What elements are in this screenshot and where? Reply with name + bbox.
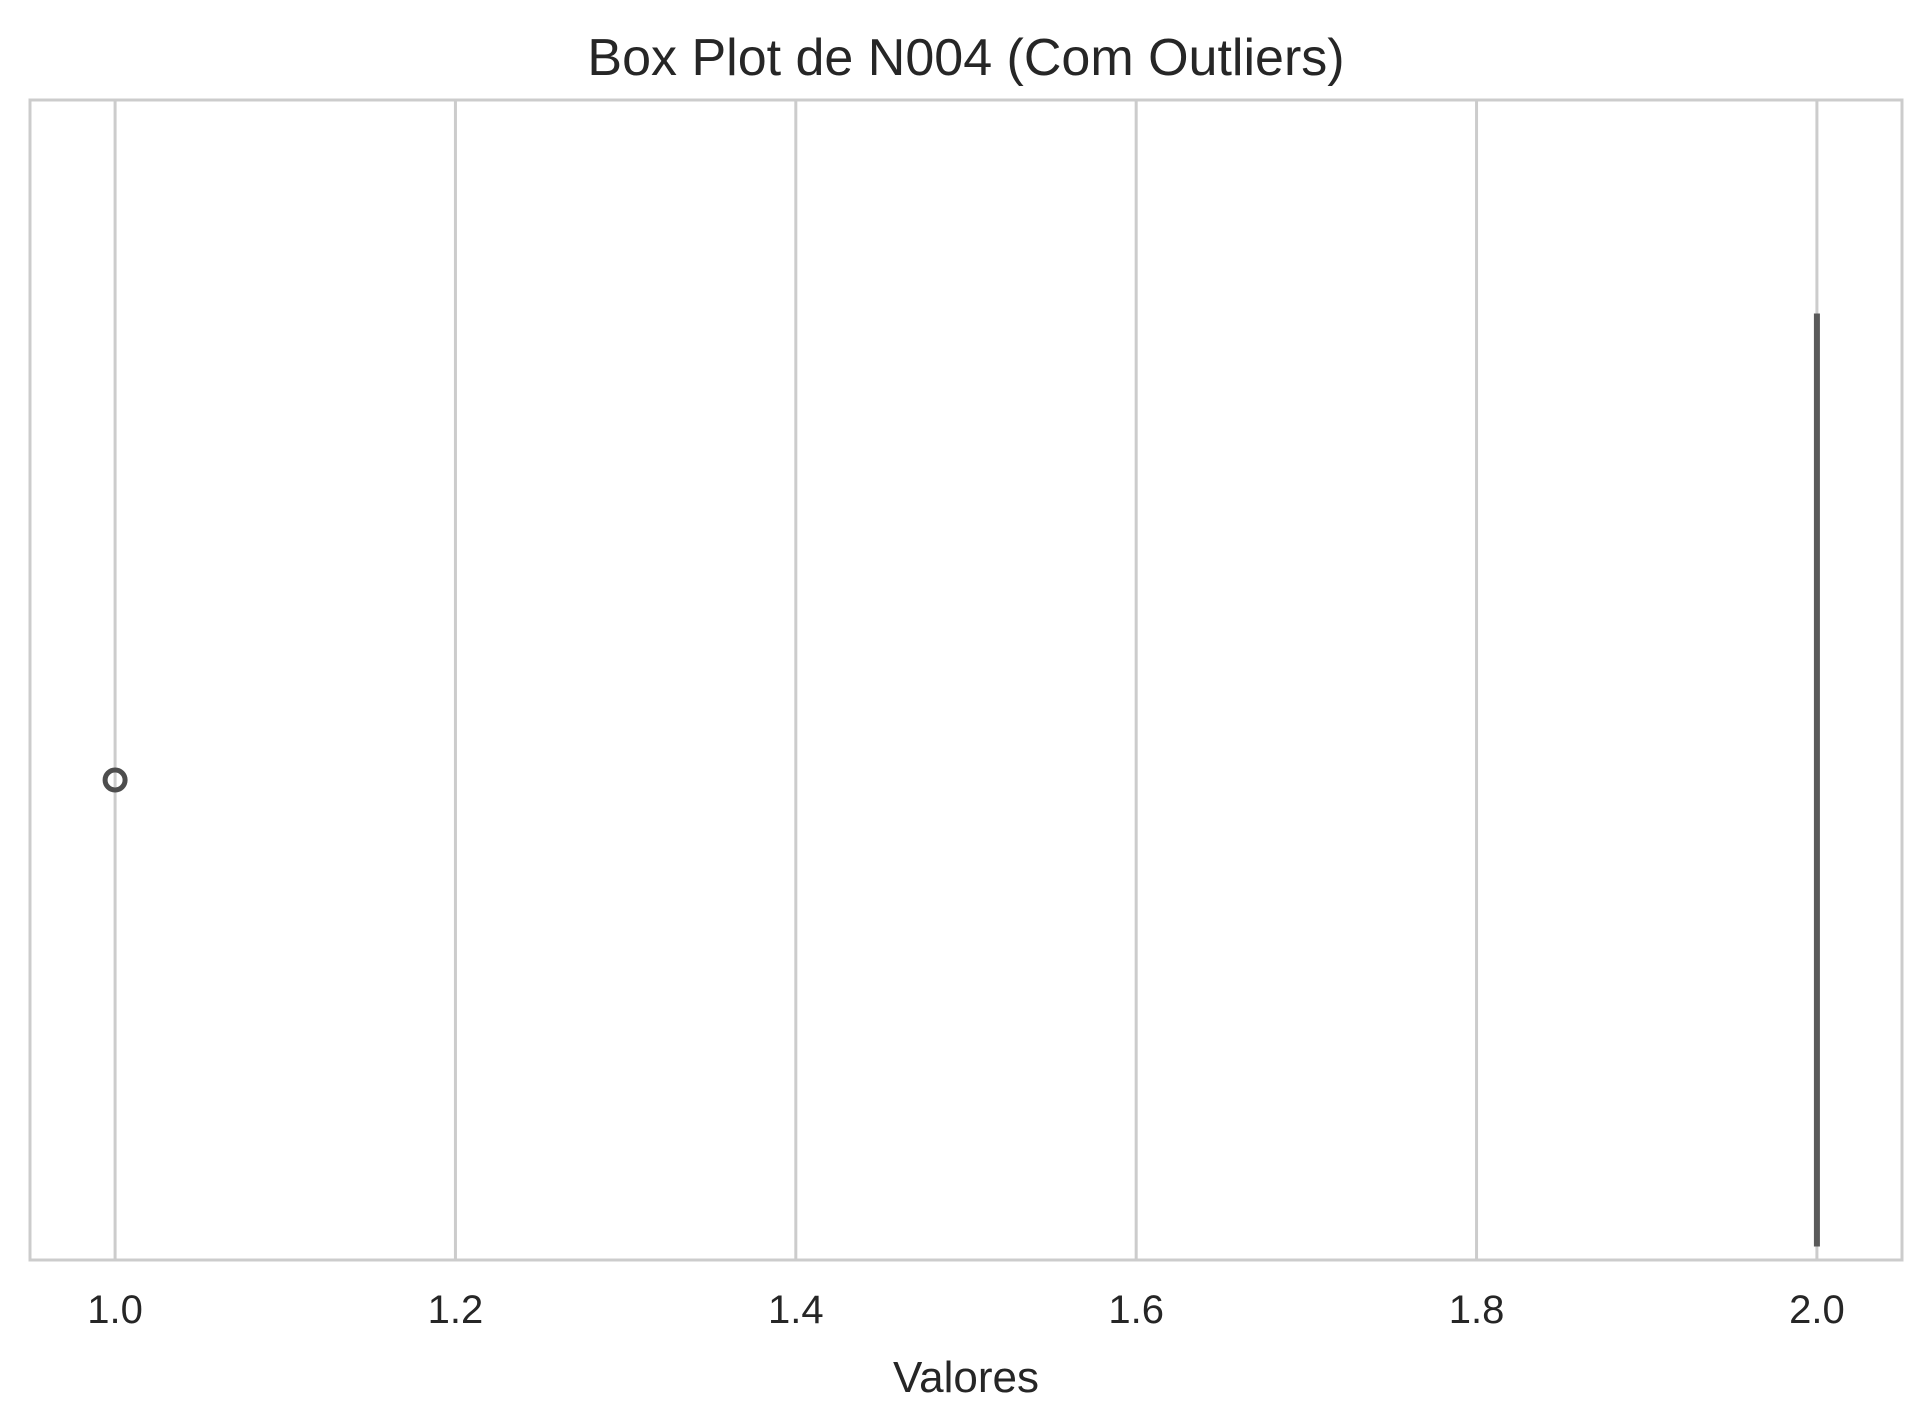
grid-lines — [113, 100, 1819, 1260]
box-layer — [102, 313, 1820, 1247]
x-axis-label: Valores — [893, 1353, 1039, 1402]
outlier-point — [102, 767, 128, 793]
x-tick-label: 1.6 — [1108, 1288, 1164, 1332]
x-tick-labels: 1.0 1.2 1.4 1.6 1.8 2.0 — [87, 1288, 1844, 1332]
plot-frame — [28, 98, 1904, 1262]
chart-title: Box Plot de N004 (Com Outliers) — [587, 29, 1344, 87]
x-tick-label: 1.4 — [768, 1288, 824, 1332]
x-tick-label: 2.0 — [1789, 1288, 1845, 1332]
x-tick-label: 1.8 — [1449, 1288, 1505, 1332]
x-tick-label: 1.2 — [428, 1288, 484, 1332]
x-tick-label: 1.0 — [87, 1288, 143, 1332]
